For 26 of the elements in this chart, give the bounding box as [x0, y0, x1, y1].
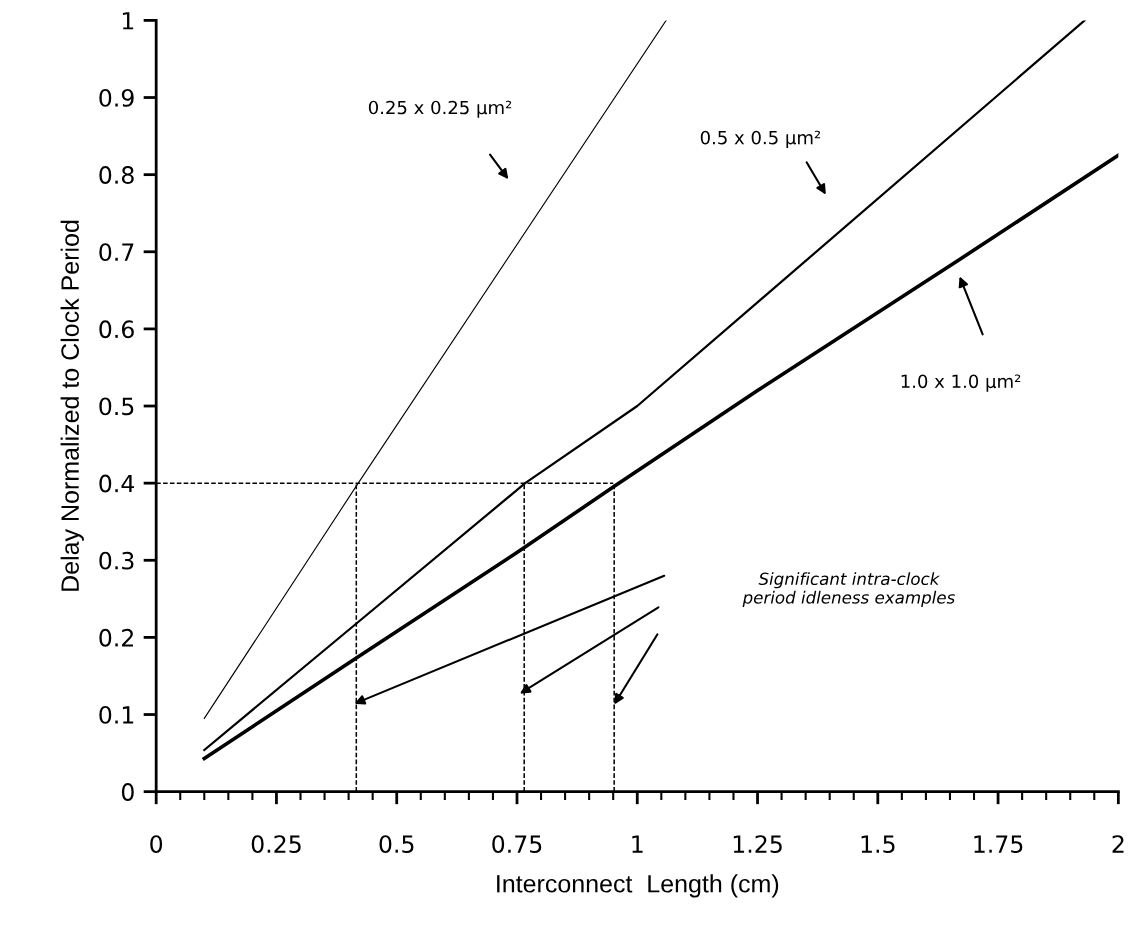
y-tick-label: 0.7: [99, 243, 134, 262]
annotation: 0.5 x 0.5 μm²: [700, 130, 821, 148]
annotation: 0.25 x 0.25 μm²: [368, 100, 512, 118]
annotation: Significant intra-clock period idleness examples: [742, 572, 955, 607]
y-tick-label: 0.8: [99, 166, 134, 184]
x-tick-label: 0.25: [251, 835, 301, 853]
y-tick-label: 0.1: [99, 705, 134, 724]
x-tick-label: 1.25: [733, 835, 782, 853]
x-axis-title: Interconnect Length (cm): [497, 874, 779, 898]
x-tick-label: 1.75: [974, 835, 1023, 853]
y-tick-label: 0.3: [99, 551, 134, 570]
x-tick-label: 0: [150, 835, 163, 853]
x-tick-label: 0.75: [492, 835, 542, 853]
y-tick-label: 0.9: [99, 88, 134, 107]
y-axis-title: Delay Normalized to Clock Period: [60, 220, 84, 591]
y-tick-label: 0: [121, 783, 134, 801]
x-tick-label: 2: [1112, 835, 1124, 853]
y-tick-label: 0.2: [99, 628, 133, 647]
y-tick-label: 0.4: [99, 474, 135, 493]
annotation: 1.0 x 1.0 μm²: [901, 374, 1021, 392]
x-tick-label: 1.5: [861, 835, 895, 853]
y-tick-label: 0.6: [99, 320, 134, 339]
y-tick-label: 1: [122, 12, 134, 30]
x-tick-label: 0.5: [379, 835, 414, 853]
y-tick-label: 0.5: [99, 397, 134, 416]
x-tick-label: 1: [632, 835, 643, 853]
